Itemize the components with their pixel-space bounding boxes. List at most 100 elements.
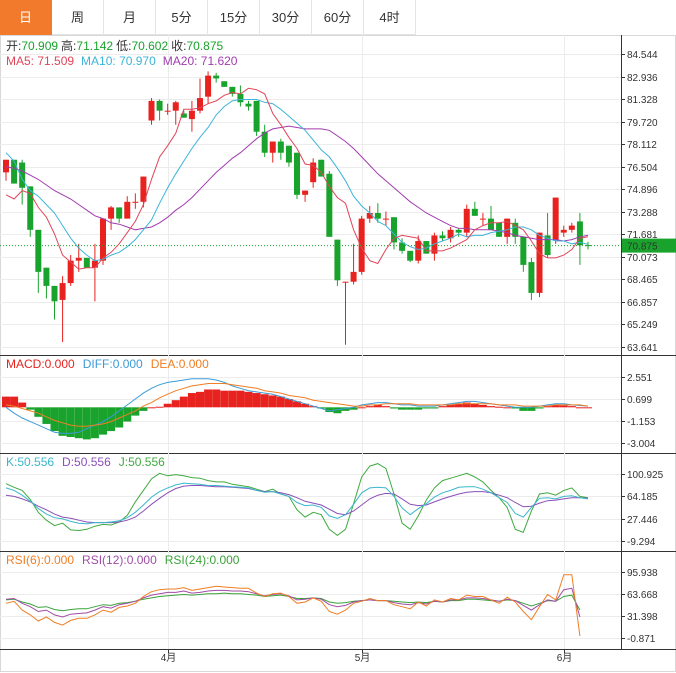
macd-bar [187, 393, 196, 408]
macd-bar [406, 407, 415, 410]
macd-bar [478, 404, 487, 408]
candle-body [100, 218, 106, 261]
tab-30min[interactable]: 30分 [260, 0, 312, 35]
candle-body [124, 201, 131, 219]
candle-body [326, 173, 333, 237]
macd-bar [470, 403, 479, 408]
macd-bar [204, 389, 213, 408]
low-value: 70.602 [131, 39, 168, 53]
tab-5min[interactable]: 5分 [156, 0, 208, 35]
rsi6-line [5, 574, 581, 637]
macd-bar [260, 394, 269, 408]
rsi-legend-24: RSI(24):0.000 [165, 553, 240, 567]
candle-body [245, 103, 252, 107]
high-value: 71.142 [76, 39, 113, 53]
candle-body [431, 235, 438, 254]
candle-body [568, 225, 575, 230]
y-tick-label: 100.925 [627, 470, 664, 481]
dea-line [5, 383, 589, 427]
tab-4hour[interactable]: 4时 [364, 0, 416, 35]
candle-body [374, 213, 381, 219]
macd-bar [422, 407, 431, 409]
candle-body [172, 102, 179, 111]
candle-body [471, 208, 478, 216]
candle-body [520, 236, 527, 265]
macd-bar [317, 407, 326, 409]
rsi-legend: RSI(6):0.000 RSI(12):0.000 RSI(24):0.000 [6, 553, 240, 567]
candle-body [504, 218, 511, 237]
y-tick-label: 63.668 [627, 590, 658, 601]
macd-bar [430, 407, 439, 409]
macd-bar [163, 403, 172, 408]
candle-body [366, 213, 373, 219]
candle-body [455, 229, 462, 233]
macd-bar [325, 407, 334, 413]
ma10-line [5, 99, 589, 262]
candle-body [552, 197, 559, 240]
macd-bar [414, 407, 423, 410]
k-line [5, 482, 589, 525]
candle-body [229, 86, 236, 94]
x-tick-label: 4月 [161, 652, 177, 664]
macd-legend-macd: MACD:0.000 [6, 357, 75, 371]
candle-body [350, 271, 357, 282]
candle-body [358, 218, 365, 272]
tab-day[interactable]: 日 [0, 0, 52, 35]
tab-60min[interactable]: 60分 [312, 0, 364, 35]
candle-body [164, 110, 171, 112]
candle-body [496, 222, 503, 237]
candle-body [318, 159, 325, 177]
macd-bar [357, 407, 366, 409]
tab-month[interactable]: 月 [104, 0, 156, 35]
macd-bar [519, 407, 528, 411]
macd-bar [454, 403, 463, 408]
macd-bar [543, 406, 552, 408]
macd-bar [244, 391, 253, 408]
candle-body [439, 235, 446, 239]
period-tabs: 日 周 月 5分 15分 30分 60分 4时 [0, 0, 416, 35]
open-value: 70.909 [21, 39, 58, 53]
macd-bar [511, 407, 520, 409]
macd-bar [535, 407, 544, 409]
candle-body [576, 221, 583, 246]
y-tick-label: 71.681 [627, 230, 658, 241]
kdj-legend-j: J:50.556 [119, 455, 165, 469]
tab-15min[interactable]: 15分 [208, 0, 260, 35]
y-tick-label: 74.896 [627, 185, 658, 196]
candle-body [277, 141, 284, 153]
candle-body [261, 131, 268, 153]
macd-legend: MACD:0.000 DIFF:0.000 DEA:0.000 [6, 357, 209, 371]
candle-body [253, 100, 260, 132]
close-label: 收: [171, 39, 186, 53]
macd-bar [438, 406, 447, 408]
candle-body [463, 208, 470, 233]
y-tick-label: 82.936 [627, 73, 658, 84]
candle-body [140, 176, 147, 202]
y-tick-label: 2.551 [627, 373, 652, 384]
candle-body [43, 267, 50, 286]
macd-bar [220, 390, 229, 408]
ma10-legend: MA10: 70.970 [81, 54, 156, 68]
candle-body [342, 281, 349, 283]
macd-bar [179, 396, 188, 408]
candle-body [285, 145, 292, 163]
macd-bar [503, 407, 512, 409]
macd-bar [58, 407, 67, 436]
tab-week[interactable]: 周 [52, 0, 104, 35]
macd-bar [236, 390, 245, 408]
macd-bar [42, 407, 51, 424]
candle-body [59, 283, 66, 300]
candle-body [35, 229, 42, 272]
candle-body [310, 162, 317, 183]
candle-body [3, 159, 9, 173]
candle-body [197, 98, 203, 111]
candle-body [294, 152, 300, 195]
y-tick-label: 76.504 [627, 163, 658, 174]
macd-bar [131, 407, 140, 416]
macd-bar [309, 406, 318, 408]
macd-bar [284, 398, 293, 408]
macd-bar [276, 396, 285, 408]
macd-bar [398, 407, 407, 410]
